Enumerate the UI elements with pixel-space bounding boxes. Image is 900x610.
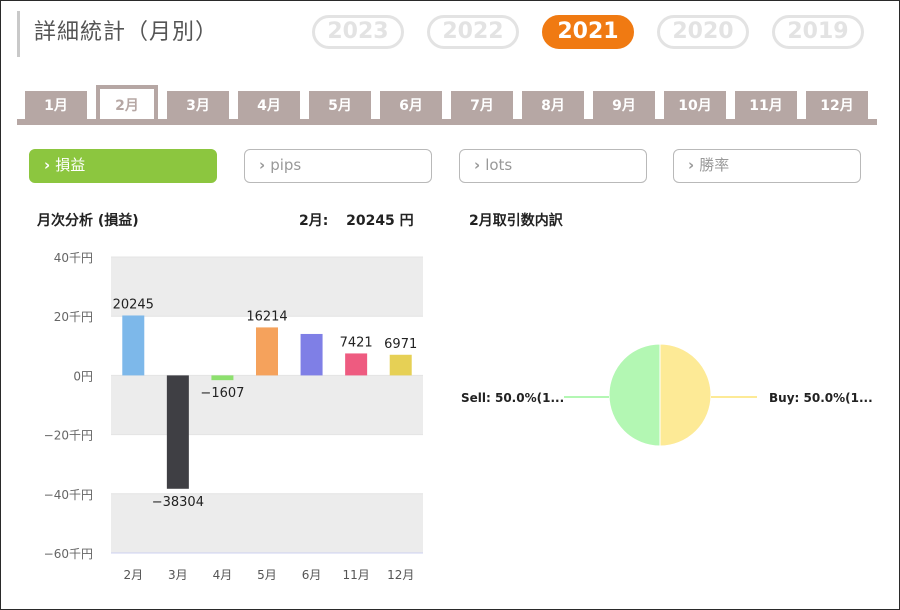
bar-0 [122,315,145,376]
x-tick-label: 6月 [302,568,322,582]
month-tab-5[interactable]: 5月 [309,91,371,121]
x-tick-label: 11月 [343,568,370,582]
bar-data-label: 16214 [246,309,287,324]
month-tab-3[interactable]: 3月 [167,91,229,121]
chevron-right-icon: › [688,156,695,174]
bar-2 [211,375,234,381]
metric-button-1[interactable]: › pips [244,149,432,183]
year-button-2[interactable]: 2021 [542,15,634,49]
x-tick-label: 5月 [257,568,277,582]
metric-label: 損益 [55,156,86,174]
bar-data-label: 20245 [113,297,154,312]
metric-label: lots [485,156,513,174]
summary-month: 2月: [299,213,329,229]
year-button-4[interactable]: 2019 [772,15,864,49]
month-tab-1[interactable]: 1月 [25,91,87,121]
x-tick-label: 12月 [387,568,414,582]
pie-label-buy: Buy: 50.0%(1... [769,391,873,405]
month-tab-11[interactable]: 11月 [735,91,797,121]
y-tick-label: 0円 [73,369,93,383]
month-tab-4[interactable]: 4月 [238,91,300,121]
bar-data-label: 6971 [384,337,417,352]
year-button-0[interactable]: 2023 [312,15,404,49]
plot-band [111,493,423,553]
pie-label-sell: Sell: 50.0%(1... [461,391,564,405]
y-tick-label: −20千円 [44,429,93,443]
plot-band [111,257,423,317]
metric-label: 勝率 [699,156,730,174]
page-title: 詳細統計（月別） [17,11,218,57]
bar-4 [300,333,323,376]
y-tick-label: 20千円 [54,310,93,324]
month-tab-10[interactable]: 10月 [664,91,726,121]
year-button-3[interactable]: 2020 [657,15,749,49]
bar-3 [256,327,278,376]
y-tick-label: −60千円 [44,547,93,561]
monthly-chart-title: 月次分析 (損益) [37,213,139,229]
month-tab-8[interactable]: 8月 [522,91,584,121]
bar-5 [345,353,368,376]
bar-data-label: −1607 [200,386,244,401]
pie-slice-0 [608,343,661,447]
chevron-right-icon: › [259,156,266,174]
metric-label: pips [270,156,302,174]
metric-button-0[interactable]: › 損益 [29,149,217,183]
y-tick-label: 40千円 [54,251,93,265]
y-tick-label: −40千円 [44,488,93,502]
breakdown-title: 2月取引数内訳 [469,213,563,229]
x-tick-label: 3月 [168,568,188,582]
chevron-right-icon: › [44,156,51,174]
bar-data-label: −38304 [152,495,204,510]
tab-divider [17,119,877,125]
monthly-summary: 2月: 20245 円 [299,210,414,230]
metric-button-2[interactable]: › lots [459,149,647,183]
pie-slice-1 [659,343,712,447]
x-tick-label: 4月 [213,568,233,582]
month-tab-9[interactable]: 9月 [593,91,655,121]
bar-6 [389,354,412,376]
metric-button-3[interactable]: › 勝率 [673,149,861,183]
chevron-right-icon: › [474,156,481,174]
month-tab-12[interactable]: 12月 [806,91,868,121]
bar-1 [166,375,189,489]
month-tab-2[interactable]: 2月 [96,85,158,123]
month-tab-7[interactable]: 7月 [451,91,513,121]
summary-value: 20245 円 [346,213,414,229]
month-tab-6[interactable]: 6月 [380,91,442,121]
x-tick-label: 2月 [123,568,143,582]
year-button-1[interactable]: 2022 [427,15,519,49]
plot-band [111,375,423,435]
bar-data-label: 7421 [340,335,373,350]
